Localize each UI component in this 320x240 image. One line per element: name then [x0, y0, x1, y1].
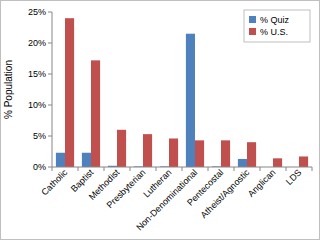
legend-label: % U.S.	[260, 27, 288, 37]
x-tick	[156, 167, 157, 171]
bar	[195, 140, 204, 167]
bar	[238, 159, 247, 167]
bar	[299, 156, 308, 167]
x-tick	[208, 167, 209, 171]
y-tick	[48, 12, 52, 13]
bar	[186, 34, 195, 167]
y-axis-line	[52, 12, 53, 167]
bar	[273, 158, 282, 167]
chart-frame	[1, 1, 320, 240]
y-axis-label: % Population	[3, 60, 14, 119]
y-tick	[48, 105, 52, 106]
chart-svg: 0%5%10%15%20%25%CatholicBaptistMethodist…	[0, 0, 320, 240]
y-tick-label: 25%	[28, 7, 46, 17]
x-tick	[78, 167, 79, 171]
x-tick	[104, 167, 105, 171]
bar	[247, 142, 256, 167]
bar	[65, 18, 74, 167]
x-tick-label: Presbyterian	[105, 167, 148, 210]
y-tick-label: 15%	[28, 69, 46, 79]
legend-swatch	[249, 28, 256, 35]
y-tick	[48, 136, 52, 137]
y-tick	[48, 43, 52, 44]
y-tick-label: 10%	[28, 100, 46, 110]
x-tick	[130, 167, 131, 171]
x-tick-label: Atheist/Agnostic	[199, 167, 252, 220]
y-tick-label: 5%	[33, 131, 46, 141]
y-tick-label: 20%	[28, 38, 46, 48]
legend: % Quiz % U.S.	[244, 10, 310, 42]
x-tick	[52, 167, 53, 171]
x-tick-label: Anglican	[246, 167, 277, 198]
y-tick-label: 0%	[33, 162, 46, 172]
bar	[221, 140, 230, 167]
bar	[56, 153, 65, 167]
legend-swatch	[249, 16, 256, 23]
x-tick	[234, 167, 235, 171]
bar	[117, 130, 126, 167]
x-tick	[182, 167, 183, 171]
x-tick-label: Catholic	[39, 167, 69, 197]
bar	[143, 134, 152, 167]
legend-box	[244, 10, 310, 42]
y-tick	[48, 74, 52, 75]
y-tick	[48, 167, 52, 168]
chart-container: 0%5%10%15%20%25%CatholicBaptistMethodist…	[0, 0, 320, 240]
x-tick	[312, 167, 313, 171]
x-tick-label: LDS	[284, 167, 303, 186]
legend-label: % Quiz	[260, 15, 290, 25]
bar	[169, 138, 178, 167]
bar	[91, 60, 100, 167]
x-tick	[286, 167, 287, 171]
bar	[82, 153, 91, 167]
x-tick	[260, 167, 261, 171]
